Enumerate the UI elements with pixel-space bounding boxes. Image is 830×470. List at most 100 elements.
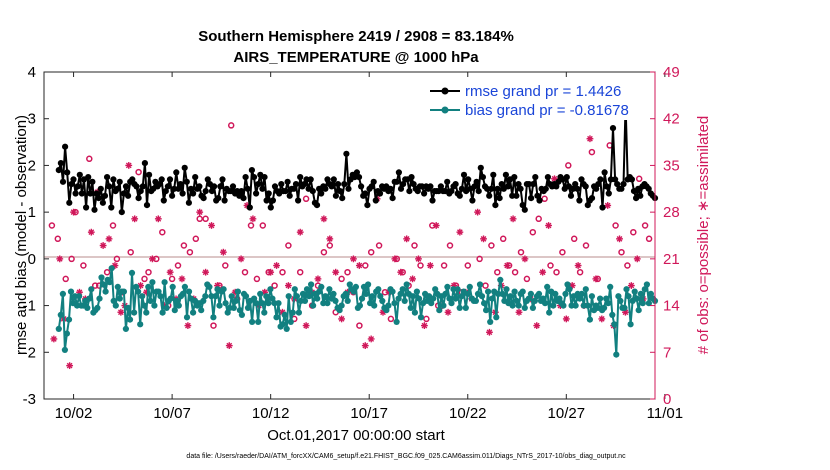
- bias-point: [287, 318, 294, 325]
- possible-obs-point: [423, 315, 430, 323]
- rmse-point: [267, 204, 274, 211]
- possible-obs-point: [612, 222, 619, 229]
- bias-point: [466, 283, 473, 290]
- bias-point: [263, 293, 270, 300]
- data-file-footnote: data file: /Users/raeder/DAI/ATM_forcXX/…: [186, 453, 626, 460]
- possible-obs-point: [488, 242, 495, 249]
- possible-obs-point: [202, 215, 209, 223]
- bias-point: [151, 302, 158, 309]
- bias-point: [57, 311, 64, 318]
- bias-point: [578, 290, 585, 297]
- bias-point: [106, 279, 113, 286]
- assimilated-obs-point: [574, 262, 582, 269]
- rmse-point: [595, 181, 602, 188]
- rmse-point: [370, 178, 377, 185]
- rmse-point: [173, 169, 180, 176]
- rmse-point: [563, 174, 570, 181]
- bias-point: [102, 288, 109, 295]
- assimilated-obs-point: [361, 342, 369, 350]
- bias-point: [647, 290, 655, 297]
- assimilated-obs-point: [367, 335, 375, 343]
- rmse-point: [618, 185, 625, 192]
- rmse-point: [465, 176, 472, 183]
- bias-point: [112, 302, 119, 309]
- rmse-point: [452, 181, 459, 188]
- rmse-point: [175, 185, 182, 192]
- rmse-point: [313, 202, 321, 209]
- y-right-tick-label: 28: [663, 204, 680, 221]
- assimilated-obs-point: [166, 268, 174, 276]
- bias-point: [485, 288, 492, 295]
- possible-obs-point: [494, 268, 501, 276]
- possible-obs-point: [159, 228, 166, 236]
- bias-point: [385, 302, 392, 309]
- possible-obs-point: [109, 222, 117, 229]
- bias-point: [586, 316, 594, 323]
- assimilated-obs-point: [562, 315, 570, 323]
- rmse-point: [57, 160, 64, 167]
- rmse-point: [89, 178, 96, 185]
- bias-point: [407, 304, 414, 311]
- rmse-point: [108, 204, 115, 211]
- rmse-point: [78, 190, 85, 197]
- rmse-point: [185, 199, 192, 206]
- bias-point: [173, 297, 180, 304]
- possible-obs-point: [464, 262, 472, 269]
- possible-obs-point: [411, 242, 418, 249]
- bias-point: [521, 304, 528, 311]
- bias-point: [171, 307, 178, 314]
- rmse-point: [240, 195, 247, 202]
- bias-point: [143, 309, 150, 316]
- assimilated-obs-point: [598, 315, 606, 323]
- assimilated-obs-point: [267, 268, 275, 276]
- bias-point: [637, 290, 644, 297]
- possible-obs-point: [326, 242, 334, 249]
- rmse-point: [259, 185, 266, 192]
- possible-obs-point: [559, 248, 566, 256]
- bias-point: [511, 288, 518, 295]
- rmse-point: [473, 178, 480, 185]
- bias-point: [244, 304, 252, 311]
- bias-point: [391, 300, 398, 307]
- x-tick-label: 10/17: [350, 405, 388, 422]
- bias-series: [55, 265, 659, 358]
- assimilated-obs-point: [66, 362, 74, 370]
- y-right-tick-label: 35: [663, 157, 680, 174]
- bias-point: [352, 283, 359, 290]
- assimilated-obs-point: [539, 268, 547, 276]
- rmse-point: [244, 185, 251, 192]
- bias-point: [635, 307, 642, 314]
- rmse-point: [492, 202, 499, 209]
- rmse-point: [183, 178, 190, 185]
- assimilated-obs-point: [503, 262, 511, 269]
- possible-obs-point: [588, 148, 596, 156]
- possible-obs-point: [241, 268, 249, 276]
- bias-point: [133, 283, 140, 290]
- bias-point: [295, 309, 302, 316]
- bias-point: [546, 309, 553, 316]
- bias-point: [222, 300, 229, 307]
- possible-obs-point: [499, 235, 507, 243]
- assimilated-obs-point: [273, 262, 280, 269]
- rmse-point: [255, 181, 262, 188]
- rmse-point: [544, 174, 552, 181]
- possible-obs-point: [535, 215, 542, 223]
- y-right-axis-label: # of obs: o=possible; ∗=assimilated: [695, 116, 712, 355]
- bias-point: [88, 286, 95, 293]
- bias-point: [342, 290, 349, 297]
- legend: rmse grand pr = 1.4426 bias grand pr = -…: [426, 80, 650, 120]
- y-tick-label: -3: [23, 391, 36, 408]
- bias-point: [122, 325, 129, 332]
- possible-obs-point: [387, 315, 395, 323]
- bias-point: [318, 283, 325, 290]
- bias-point: [316, 288, 323, 295]
- bias-point: [267, 286, 274, 293]
- rmse-point: [95, 195, 102, 202]
- possible-obs-point: [641, 222, 649, 229]
- bias-point: [454, 286, 461, 293]
- y-tick-label: 2: [28, 157, 36, 174]
- rmse-point: [187, 185, 195, 192]
- possible-obs-point: [344, 268, 351, 276]
- assimilated-obs-point: [184, 322, 192, 329]
- bias-point: [564, 281, 571, 288]
